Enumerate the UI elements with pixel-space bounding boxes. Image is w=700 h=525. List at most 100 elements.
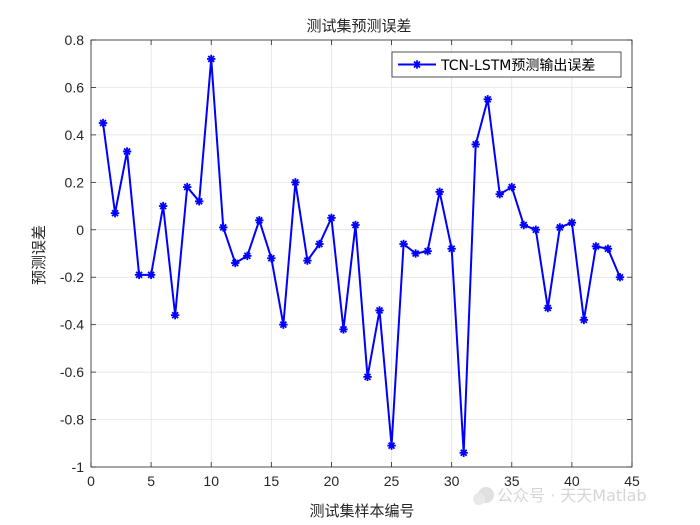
axes-frame (90, 39, 633, 468)
marker-stroke (580, 316, 588, 324)
data-point (423, 246, 432, 256)
marker-stroke (243, 252, 251, 260)
x-tick-label: 10 (203, 473, 219, 489)
marker-stroke (123, 147, 131, 156)
data-point (531, 225, 541, 234)
data-point (267, 254, 276, 263)
data-point (315, 239, 324, 249)
data-point (483, 95, 492, 104)
data-point (447, 244, 456, 253)
x-tick-label: 0 (87, 473, 95, 489)
marker-stroke (472, 140, 480, 148)
data-point (591, 242, 601, 251)
data-point (195, 197, 204, 206)
data-point (255, 216, 264, 225)
data-point (327, 213, 336, 223)
data-point (555, 223, 565, 232)
marker-stroke (183, 183, 191, 191)
marker-stroke (436, 188, 444, 196)
data-point (231, 258, 240, 268)
marker-stroke (315, 240, 324, 248)
data-point (615, 273, 625, 282)
data-point (207, 54, 216, 64)
marker-stroke (255, 216, 263, 224)
marker-stroke (135, 271, 143, 279)
marker-stroke (399, 240, 408, 248)
data-point (122, 147, 132, 156)
data-point (507, 182, 516, 192)
x-axis-label: 测试集样本编号 (309, 502, 414, 520)
marker-stroke (171, 311, 179, 319)
marker-stroke (291, 178, 299, 186)
marker-stroke (508, 183, 516, 191)
data-point (435, 187, 444, 197)
marker-stroke (484, 95, 492, 103)
series-layer (98, 54, 625, 457)
marker-stroke (411, 249, 420, 258)
marker-stroke (207, 55, 215, 63)
y-tick-label: -0.4 (60, 317, 84, 333)
marker-stroke (231, 259, 239, 267)
marker-stroke (219, 223, 227, 232)
data-point (98, 118, 108, 128)
marker-stroke (604, 245, 612, 253)
marker-stroke (532, 226, 540, 234)
marker-stroke (520, 221, 528, 229)
data-point (303, 256, 312, 265)
marker-stroke (568, 219, 576, 227)
data-point (375, 306, 384, 315)
wechat-logo-icon-small (473, 493, 485, 505)
marker-stroke (424, 247, 432, 255)
marker-stroke (147, 271, 155, 279)
marker-stroke (279, 321, 287, 329)
data-point (387, 441, 396, 450)
marker-stroke (327, 214, 336, 222)
legend-marker-icon (412, 60, 422, 69)
data-point (411, 249, 420, 258)
marker-stroke (413, 60, 421, 69)
chart-title: 测试集预测误差 (306, 17, 411, 35)
data-point (339, 325, 348, 334)
marker-stroke (99, 119, 107, 127)
legend: TCN-LSTM预测输出误差 (391, 51, 622, 78)
marker-stroke (159, 202, 167, 210)
data-point (351, 220, 360, 230)
data-point (603, 244, 613, 253)
marker-stroke (363, 373, 372, 381)
y-tick-label: 0.8 (65, 32, 85, 48)
marker-stroke (460, 449, 468, 457)
x-tick-label: 40 (564, 473, 580, 489)
data-point (146, 270, 156, 280)
marker-stroke (375, 306, 384, 315)
marker-stroke (303, 257, 312, 265)
data-point (543, 303, 553, 313)
data-point (495, 189, 504, 199)
y-tick-label: 0.4 (65, 127, 85, 143)
y-tick-label: -0.8 (60, 412, 84, 428)
x-tick-label: 30 (444, 473, 460, 489)
data-point (519, 220, 528, 230)
marker-stroke (267, 254, 275, 262)
y-tick-label: -0.2 (60, 269, 84, 285)
data-point (110, 208, 120, 218)
data-point (158, 201, 168, 211)
data-point (567, 218, 577, 227)
data-point (170, 310, 180, 320)
watermark-text: 公众号 · 天天Matlab (497, 486, 647, 505)
tick-marks (90, 39, 633, 468)
data-point (399, 239, 408, 249)
data-point (363, 372, 372, 382)
legend-marker-asterisk (412, 60, 422, 69)
marker-stroke (544, 304, 552, 312)
x-tick-label: 45 (624, 473, 640, 489)
axes-background (91, 40, 632, 467)
x-tick-labels: 0 5 10 15 20 25 30 35 40 45 (87, 473, 640, 489)
data-point (291, 178, 300, 187)
legend-label: TCN-LSTM预测输出误差 (440, 58, 595, 74)
y-tick-label: 0.6 (65, 79, 85, 95)
y-tick-labels: 0.8 0.6 0.4 0.2 0 -0.2 -0.4 -0.6 -0.8 -1 (60, 32, 84, 475)
marker-stroke (496, 190, 504, 198)
data-point (243, 251, 252, 261)
y-tick-label: -0.6 (60, 364, 84, 380)
x-tick-label: 5 (147, 473, 155, 489)
